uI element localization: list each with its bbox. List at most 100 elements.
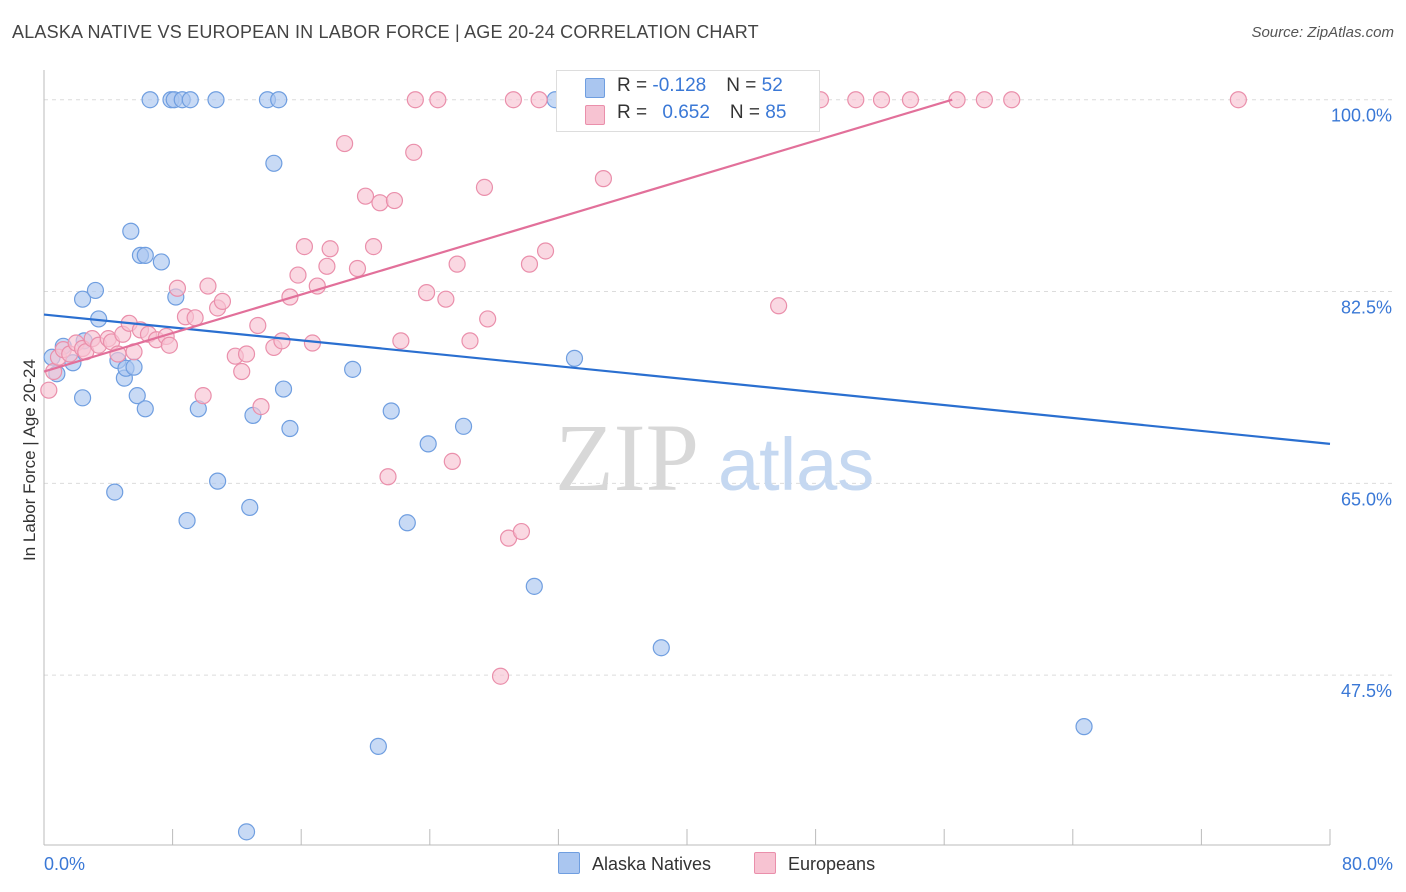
alaska-native-point [106, 483, 124, 501]
n-label: N = [726, 75, 762, 96]
european-point [475, 178, 494, 197]
tick-labels: 100.0% 82.5% 65.0% 47.5% 0.0% 80.0% [44, 106, 1393, 874]
r-label: R = [617, 75, 653, 96]
alaska-native-point [241, 498, 259, 517]
alaska-native-point [73, 389, 92, 407]
european-point [405, 143, 423, 161]
alaska-native-point [136, 246, 154, 264]
alaska-native-point [398, 514, 416, 532]
alaska-native-point [207, 91, 225, 109]
european-point [448, 255, 466, 273]
european-point [237, 345, 256, 363]
alaska-native-point [565, 349, 584, 367]
legend-item-alaska: Alaska Natives [558, 852, 711, 876]
alaska-native-point [122, 222, 140, 240]
x-tick-label: 0.0% [44, 854, 85, 874]
european-point [872, 91, 891, 109]
european-point [429, 91, 447, 109]
european-point [520, 255, 539, 273]
european-point [160, 336, 178, 354]
watermark-atlas: atlas [718, 423, 874, 506]
gridlines [44, 99, 1392, 676]
alaska-native-point [270, 91, 288, 109]
european-point [194, 387, 212, 405]
y-tick-label: 100.0% [1331, 106, 1392, 126]
alaska-native-point [281, 419, 299, 438]
alaska-native-point [454, 417, 473, 435]
european-point [437, 290, 455, 308]
european-point [479, 310, 497, 328]
alaska-native-point [525, 577, 543, 595]
european-point [379, 468, 397, 486]
alaska-native-point [181, 91, 199, 109]
alaska-native-point [86, 281, 105, 300]
y-tick-label: 47.5% [1341, 681, 1392, 701]
trend-lines [43, 98, 1331, 445]
european-point [770, 297, 788, 315]
european-point [289, 266, 307, 284]
alaska-native-point [237, 823, 256, 841]
european-point [385, 191, 404, 210]
european-point [336, 134, 354, 153]
r-label: R = [617, 102, 653, 123]
y-tick-label: 82.5% [1341, 298, 1392, 318]
legend-row-europeans: R = 0.652 N = 85 [585, 102, 786, 126]
r-value: 0.652 [662, 102, 710, 123]
european-point [443, 452, 461, 471]
european-point [536, 242, 555, 260]
alaska-legend-label: Alaska Natives [592, 854, 712, 874]
alaska-swatch [585, 78, 605, 98]
european-point [364, 237, 383, 256]
european-point [1003, 91, 1021, 109]
european-point [233, 362, 251, 381]
alaska-native-point [382, 402, 400, 420]
europeans-legend-label: Europeans [788, 854, 876, 874]
alaska-native-point [369, 737, 387, 755]
axes [43, 70, 1331, 846]
chart-title: ALASKA NATIVE VS EUROPEAN IN LABOR FORCE… [12, 22, 759, 42]
europeans-legend-swatch [754, 852, 776, 874]
europeans-points [40, 91, 1247, 685]
european-point [512, 522, 531, 541]
alaska-natives-trend-line [43, 313, 1331, 445]
watermark-zip: ZIP [555, 404, 699, 511]
european-point [392, 332, 410, 350]
european-point [199, 277, 217, 295]
european-point [847, 91, 865, 109]
alaska-native-point [136, 400, 154, 418]
european-point [213, 292, 232, 310]
european-point [417, 284, 436, 302]
european-point [530, 91, 548, 109]
european-point [406, 91, 424, 109]
european-point [40, 381, 58, 399]
europeans-swatch [585, 105, 605, 125]
alaska-native-point [178, 511, 196, 530]
european-point [975, 91, 993, 109]
european-point [273, 332, 291, 350]
n-value: 52 [761, 75, 783, 96]
alaska-native-point [152, 253, 170, 271]
european-point [491, 667, 510, 685]
alaska-native-point [265, 154, 283, 172]
r-value: -0.128 [652, 75, 707, 96]
alaska-native-point [652, 639, 670, 657]
european-point [901, 91, 920, 109]
european-point [356, 187, 375, 205]
european-point [318, 257, 336, 275]
alaska-legend-swatch [558, 852, 580, 874]
european-point [1229, 91, 1247, 109]
europeans-trend-line [43, 98, 953, 373]
legend-item-europeans: Europeans [754, 852, 875, 876]
alaska-native-point [209, 472, 227, 490]
european-point [249, 316, 267, 335]
alaska-native-point [274, 380, 293, 398]
european-point [594, 170, 613, 188]
european-point [295, 237, 314, 256]
european-point [371, 194, 389, 212]
alaska-native-point [141, 91, 159, 109]
x-tick-label: 80.0% [1342, 854, 1393, 874]
european-point [186, 309, 204, 327]
alaska-native-point [1075, 718, 1093, 736]
european-point [168, 279, 187, 297]
